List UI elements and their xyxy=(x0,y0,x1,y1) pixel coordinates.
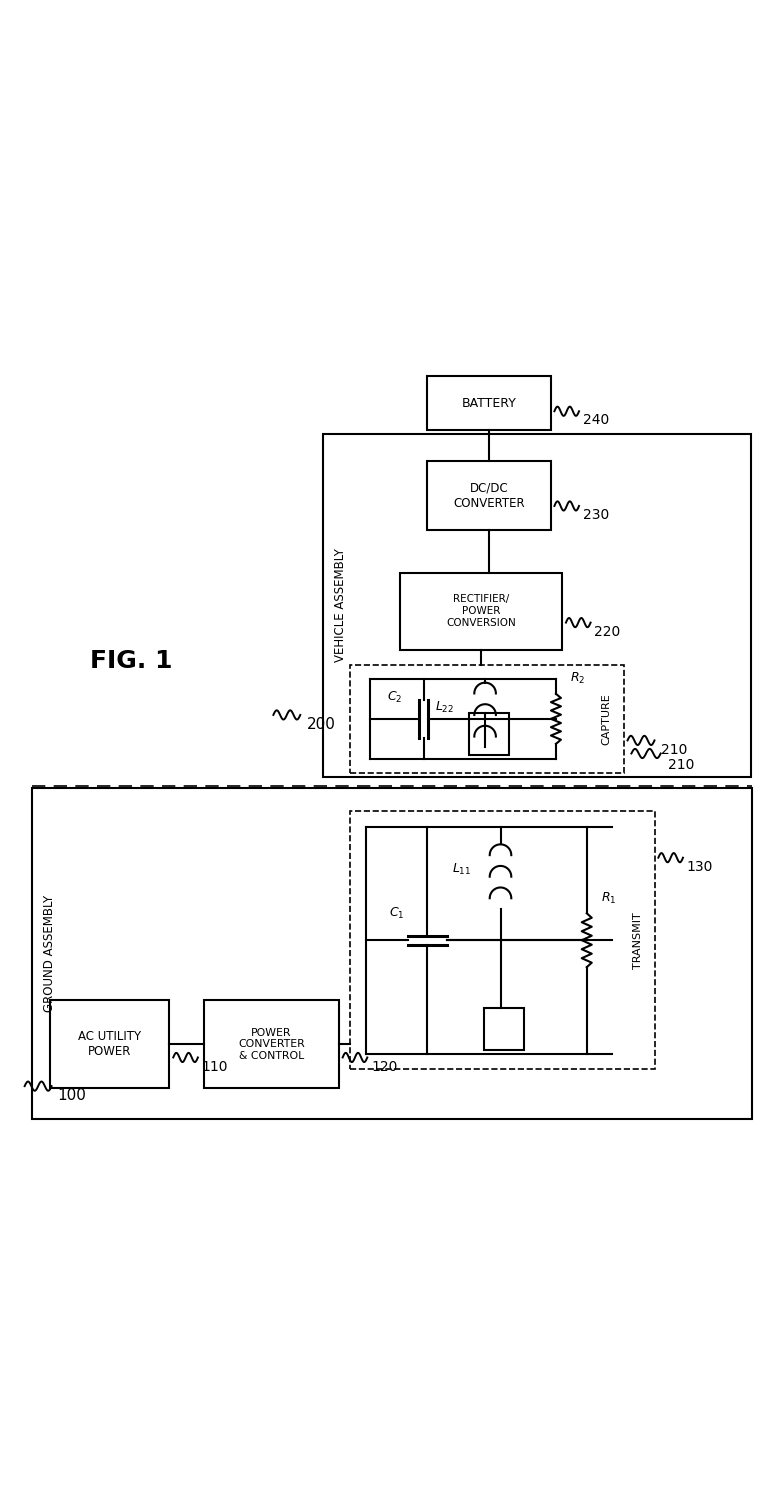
Text: $L_{22}$: $L_{22}$ xyxy=(436,699,454,714)
Text: AC UTILITY
POWER: AC UTILITY POWER xyxy=(79,1031,141,1058)
Text: $R_1$: $R_1$ xyxy=(601,891,616,906)
Text: RECTIFIER/
POWER
CONVERSION: RECTIFIER/ POWER CONVERSION xyxy=(447,594,516,627)
Bar xyxy=(427,377,551,429)
Text: 230: 230 xyxy=(583,508,609,523)
Bar xyxy=(484,1008,524,1050)
Text: 240: 240 xyxy=(583,413,609,428)
Text: 210: 210 xyxy=(668,758,695,772)
Text: 110: 110 xyxy=(202,1059,228,1073)
Text: 200: 200 xyxy=(306,717,336,732)
Bar xyxy=(32,788,752,1120)
Text: VEHICLE ASSEMBLY: VEHICLE ASSEMBLY xyxy=(334,549,346,662)
Text: BATTERY: BATTERY xyxy=(461,396,517,410)
Text: $C_1$: $C_1$ xyxy=(389,906,404,921)
Text: 130: 130 xyxy=(687,860,713,874)
Bar xyxy=(400,573,562,650)
Text: TRANSMIT: TRANSMIT xyxy=(633,912,642,969)
Bar xyxy=(427,461,551,530)
Text: POWER
CONVERTER
& CONTROL: POWER CONVERTER & CONTROL xyxy=(238,1028,305,1061)
Text: DC/DC
CONVERTER: DC/DC CONVERTER xyxy=(453,482,525,509)
Text: FIG. 1: FIG. 1 xyxy=(89,650,172,674)
Bar xyxy=(50,1001,169,1088)
Text: CAPTURE: CAPTURE xyxy=(602,693,611,744)
Bar xyxy=(323,434,751,776)
Text: $L_{11}$: $L_{11}$ xyxy=(452,862,472,877)
Text: 220: 220 xyxy=(594,625,621,639)
Bar xyxy=(469,713,509,755)
Text: $C_2$: $C_2$ xyxy=(387,690,402,705)
Bar xyxy=(204,1001,339,1088)
Bar xyxy=(350,811,654,1068)
Bar xyxy=(350,665,624,773)
Text: 100: 100 xyxy=(57,1088,86,1103)
Text: 120: 120 xyxy=(371,1059,397,1073)
Text: GROUND ASSEMBLY: GROUND ASSEMBLY xyxy=(43,895,55,1013)
Text: 210: 210 xyxy=(661,743,687,757)
Text: $R_2$: $R_2$ xyxy=(570,671,585,686)
